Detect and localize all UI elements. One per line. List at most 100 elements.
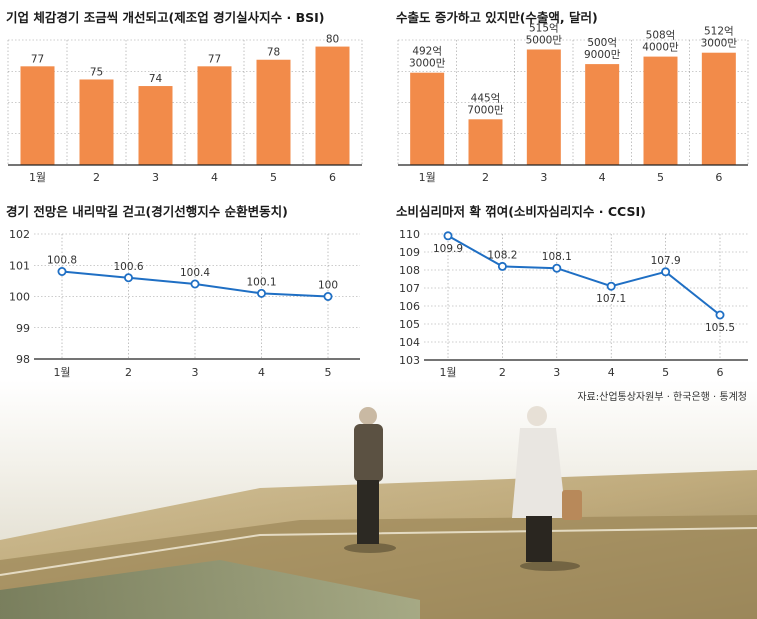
bar (20, 66, 55, 165)
bar (138, 86, 173, 165)
x-tick-label: 5 (270, 171, 277, 184)
x-tick-label: 1월 (419, 171, 436, 184)
bar (256, 59, 291, 165)
x-tick-label: 4 (599, 171, 606, 184)
y-tick-label: 105 (399, 318, 420, 331)
bar-value-label: 492억 3000만 (409, 46, 446, 70)
bar-value-label: 445억 7000만 (467, 92, 504, 116)
x-tick-label: 3 (540, 171, 547, 184)
bar-value-label: 80 (326, 34, 339, 46)
x-tick-label: 3 (553, 366, 560, 379)
x-tick-label: 5 (662, 366, 669, 379)
data-value-label: 107.9 (651, 255, 681, 267)
x-tick-label: 1월 (29, 171, 46, 184)
data-point (323, 291, 333, 301)
bar-value-label: 74 (149, 73, 163, 85)
bar-value-label: 77 (208, 53, 221, 65)
chart-consumer-sentiment: 소비심리마저 확 꺾여(소비자심리지수 · CCSI) 110 109 108 107 1… (396, 204, 748, 379)
data-value-label: 107.1 (596, 293, 626, 305)
chart-title: 기업 체감경기 조금씩 개선되고(제조업 경기실사지수 · BSI) (6, 10, 324, 25)
data-value-label: 105.5 (705, 322, 735, 334)
data-value-label: 108.1 (542, 251, 572, 263)
chart-exports: 수출도 증가하고 있지만(수출액, 달러) 492억 3000만 1월 445억 7000… (396, 10, 749, 184)
data-point (552, 263, 562, 273)
series-line (447, 234, 721, 316)
x-tick-label: 5 (325, 366, 332, 379)
figurine-woman-legs (526, 516, 552, 562)
data-value-label: 100.6 (113, 261, 143, 273)
x-tick-label: 2 (482, 171, 489, 184)
y-tick-label: 107 (399, 282, 420, 295)
bar (468, 119, 503, 165)
banknote-edge (0, 527, 757, 576)
data-value-label: 100.8 (47, 255, 77, 267)
data-point (661, 267, 671, 277)
y-tick-label: 104 (399, 336, 420, 349)
figurine-woman-coat (512, 428, 566, 518)
figurine-woman-bag (562, 490, 582, 520)
x-tick-label: 4 (608, 366, 615, 379)
figurine-businessman (344, 407, 396, 553)
data-value-label: 100 (318, 280, 338, 292)
bar (410, 72, 445, 165)
bar-value-label: 515억 5000만 (526, 23, 563, 47)
y-tick-label: 108 (399, 264, 420, 277)
y-tick-label: 102 (9, 228, 30, 241)
data-point (443, 231, 453, 241)
x-tick-label: 3 (192, 366, 199, 379)
bar-value-label: 508억 4000만 (642, 30, 679, 54)
bar (197, 66, 232, 165)
x-tick-label: 6 (715, 171, 722, 184)
bar (701, 52, 736, 166)
bar (585, 64, 620, 165)
banknote-green (0, 560, 420, 619)
x-tick-label: 2 (93, 171, 100, 184)
x-tick-label: 4 (211, 171, 218, 184)
x-tick-label: 6 (717, 366, 724, 379)
chart-title: 수출도 증가하고 있지만(수출액, 달러) (396, 10, 598, 25)
x-tick-label: 3 (152, 171, 159, 184)
x-tick-label: 2 (125, 366, 132, 379)
data-value-label: 109.9 (433, 243, 463, 255)
x-tick-label: 1월 (439, 366, 456, 379)
x-tick-label: 6 (329, 171, 336, 184)
figurine-woman-head (527, 406, 547, 426)
data-value-label: 100.1 (246, 276, 276, 288)
data-point (190, 279, 200, 289)
figurine-businessman-head (359, 407, 377, 425)
figurine-woman-shadow (520, 561, 580, 571)
x-tick-label: 2 (499, 366, 506, 379)
bar (643, 56, 678, 165)
data-value-label: 108.2 (487, 249, 517, 261)
y-tick-label: 100 (9, 291, 30, 304)
data-value-label: 100.4 (180, 267, 210, 279)
chart-title: 소비심리마저 확 꺾여(소비자심리지수 · CCSI) (396, 204, 646, 219)
x-tick-label: 5 (657, 171, 664, 184)
bar-value-label: 77 (31, 53, 44, 65)
chart-leading-index: 경기 전망은 내리막길 걷고(경기선행지수 순환변동치) 102 101 100 99 9… (6, 204, 360, 379)
figurine-businessman-legs (357, 480, 379, 544)
data-point (57, 266, 67, 276)
bar (79, 79, 114, 165)
y-tick-label: 99 (16, 322, 30, 335)
y-tick-label: 98 (16, 353, 30, 366)
y-tick-label: 109 (399, 246, 420, 259)
bar-value-label: 75 (90, 66, 103, 78)
data-point (124, 273, 134, 283)
bar-value-label: 512억 3000만 (701, 26, 738, 50)
bar (526, 49, 561, 165)
x-tick-label: 1월 (53, 366, 70, 379)
y-tick-label: 103 (399, 354, 420, 367)
y-tick-label: 106 (399, 300, 420, 313)
x-tick-label: 4 (258, 366, 265, 379)
y-tick-label: 101 (9, 259, 30, 272)
figurine-businessman-body (354, 424, 383, 482)
figurine-businessman-shadow (344, 543, 396, 553)
source-caption: 자료:산업통상자원부 · 한국은행 · 통계청 (577, 390, 747, 403)
data-point (497, 261, 507, 271)
background-photo-money-figurines (0, 380, 757, 619)
data-point (606, 281, 616, 291)
data-point (715, 310, 725, 320)
bar-value-label: 78 (267, 47, 280, 59)
